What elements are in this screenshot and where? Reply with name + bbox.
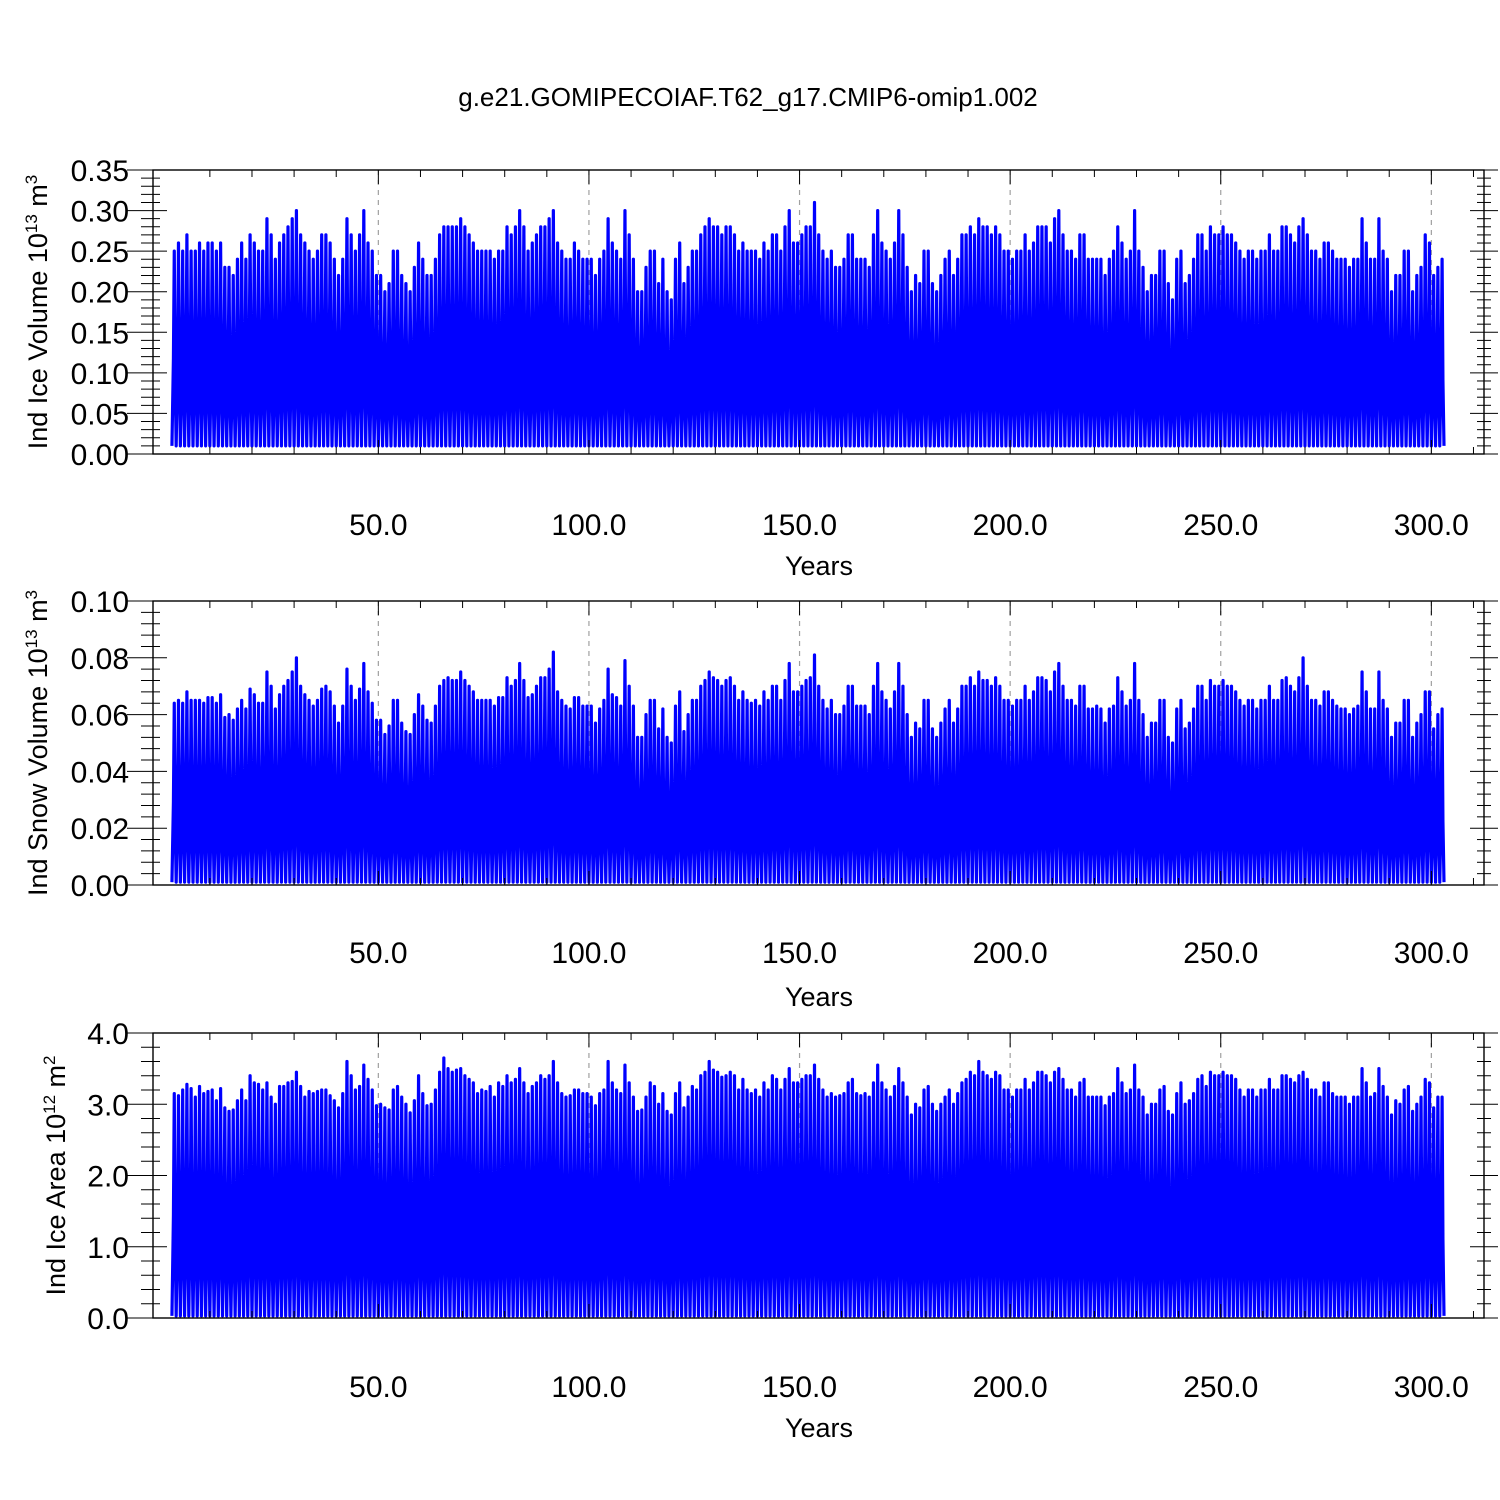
y-tick-label: 0.20 [71, 277, 129, 310]
y-axis-label-superscript: 2 [40, 1055, 59, 1064]
y-axis-label-superscript: 13 [22, 629, 41, 648]
x-tick-label: 150.0 [762, 937, 837, 970]
x-tick-label: 200.0 [973, 509, 1048, 542]
y-tick-label: 0.06 [71, 700, 129, 733]
y-tick-label: 0.25 [71, 236, 129, 269]
x-tick-label: 300.0 [1394, 1371, 1469, 1404]
y-tick-label: 0.00 [71, 439, 129, 472]
x-tick-label: 250.0 [1183, 937, 1258, 970]
x-tick-label: 50.0 [349, 1371, 407, 1404]
x-axis-label: Years [785, 1413, 853, 1443]
plot-frame [152, 600, 1485, 886]
x-tick-label: 200.0 [973, 937, 1048, 970]
x-tick-label: 250.0 [1183, 1371, 1258, 1404]
y-axis-label-superscript: 13 [22, 214, 41, 233]
y-axis-label-text: Ind Ice Volume 10 [23, 233, 53, 449]
y-axis-label-text: m [23, 599, 53, 629]
y-axis-label-text: Ind Snow Volume 10 [23, 648, 53, 896]
panel-1: 50.0 100.0 150.0 200.0 250.0 300.0 0.00 0.05 0.1… [22, 155, 1498, 581]
data-series-line [170, 650, 1446, 884]
x-tick-label: 50.0 [349, 937, 407, 970]
y-axis-label: Ind Snow Volume 1013 m3 [22, 590, 53, 896]
y-axis-label-text: m [23, 184, 53, 214]
y-tick-label: 0.05 [71, 398, 129, 431]
y-tick-label: 3.0 [87, 1089, 129, 1122]
y-tick-label: 0.15 [71, 317, 129, 350]
y-axis-label-superscript: 3 [22, 175, 41, 184]
x-tick-label: 100.0 [551, 509, 626, 542]
y-tick-label: 0.04 [71, 756, 129, 789]
y-tick-label: 0.08 [71, 643, 129, 676]
y-tick-label: 1.0 [87, 1232, 129, 1265]
y-tick-label: 0.02 [71, 813, 129, 846]
y-tick-label: 0.35 [71, 155, 129, 188]
y-tick-label: 0.0 [87, 1303, 129, 1336]
y-tick-label: 0.00 [71, 870, 129, 903]
chart-title: g.e21.GOMIPECOIAF.T62_g17.CMIP6-omip1.00… [458, 82, 1038, 112]
x-tick-label: 150.0 [762, 509, 837, 542]
y-axis-label-superscript: 3 [22, 590, 41, 599]
y-axis-label-superscript: 12 [40, 1095, 59, 1114]
x-axis-label: Years [785, 551, 853, 581]
panels-group: 50.0 100.0 150.0 200.0 250.0 300.00.000.050.1… [22, 155, 1498, 1443]
x-tick-label: 50.0 [349, 509, 407, 542]
x-tick-label: 150.0 [762, 1371, 837, 1404]
x-tick-label: 100.0 [551, 1371, 626, 1404]
y-axis-label-text: m [41, 1065, 71, 1095]
data-series-line [170, 200, 1446, 448]
y-axis-label: Ind Ice Volume 1013 m3 [22, 175, 53, 450]
y-tick-label: 4.0 [87, 1018, 129, 1051]
x-axis-label: Years [785, 982, 853, 1012]
data-series-line [170, 1056, 1446, 1318]
panel-3: 50.0 100.0 150.0 200.0 250.0 300.0 0.0 1.0 2.0 3.… [40, 1018, 1498, 1443]
plot-frame [152, 169, 1485, 455]
x-tick-label: 200.0 [973, 1371, 1048, 1404]
y-tick-label: 0.10 [71, 586, 129, 619]
panel-2: 50.0 100.0 150.0 200.0 250.0 300.0 0.00 0.02 0.0… [22, 586, 1498, 1012]
y-axis-label: Ind Ice Area 1012 m2 [40, 1055, 71, 1295]
x-tick-label: 100.0 [551, 937, 626, 970]
y-axis-label-text: Ind Ice Area 10 [41, 1114, 71, 1296]
x-tick-label: 250.0 [1183, 509, 1258, 542]
x-tick-label: 300.0 [1394, 509, 1469, 542]
y-tick-label: 2.0 [87, 1161, 129, 1194]
y-tick-label: 0.10 [71, 358, 129, 391]
x-tick-label: 300.0 [1394, 937, 1469, 970]
y-tick-label: 0.30 [71, 196, 129, 229]
